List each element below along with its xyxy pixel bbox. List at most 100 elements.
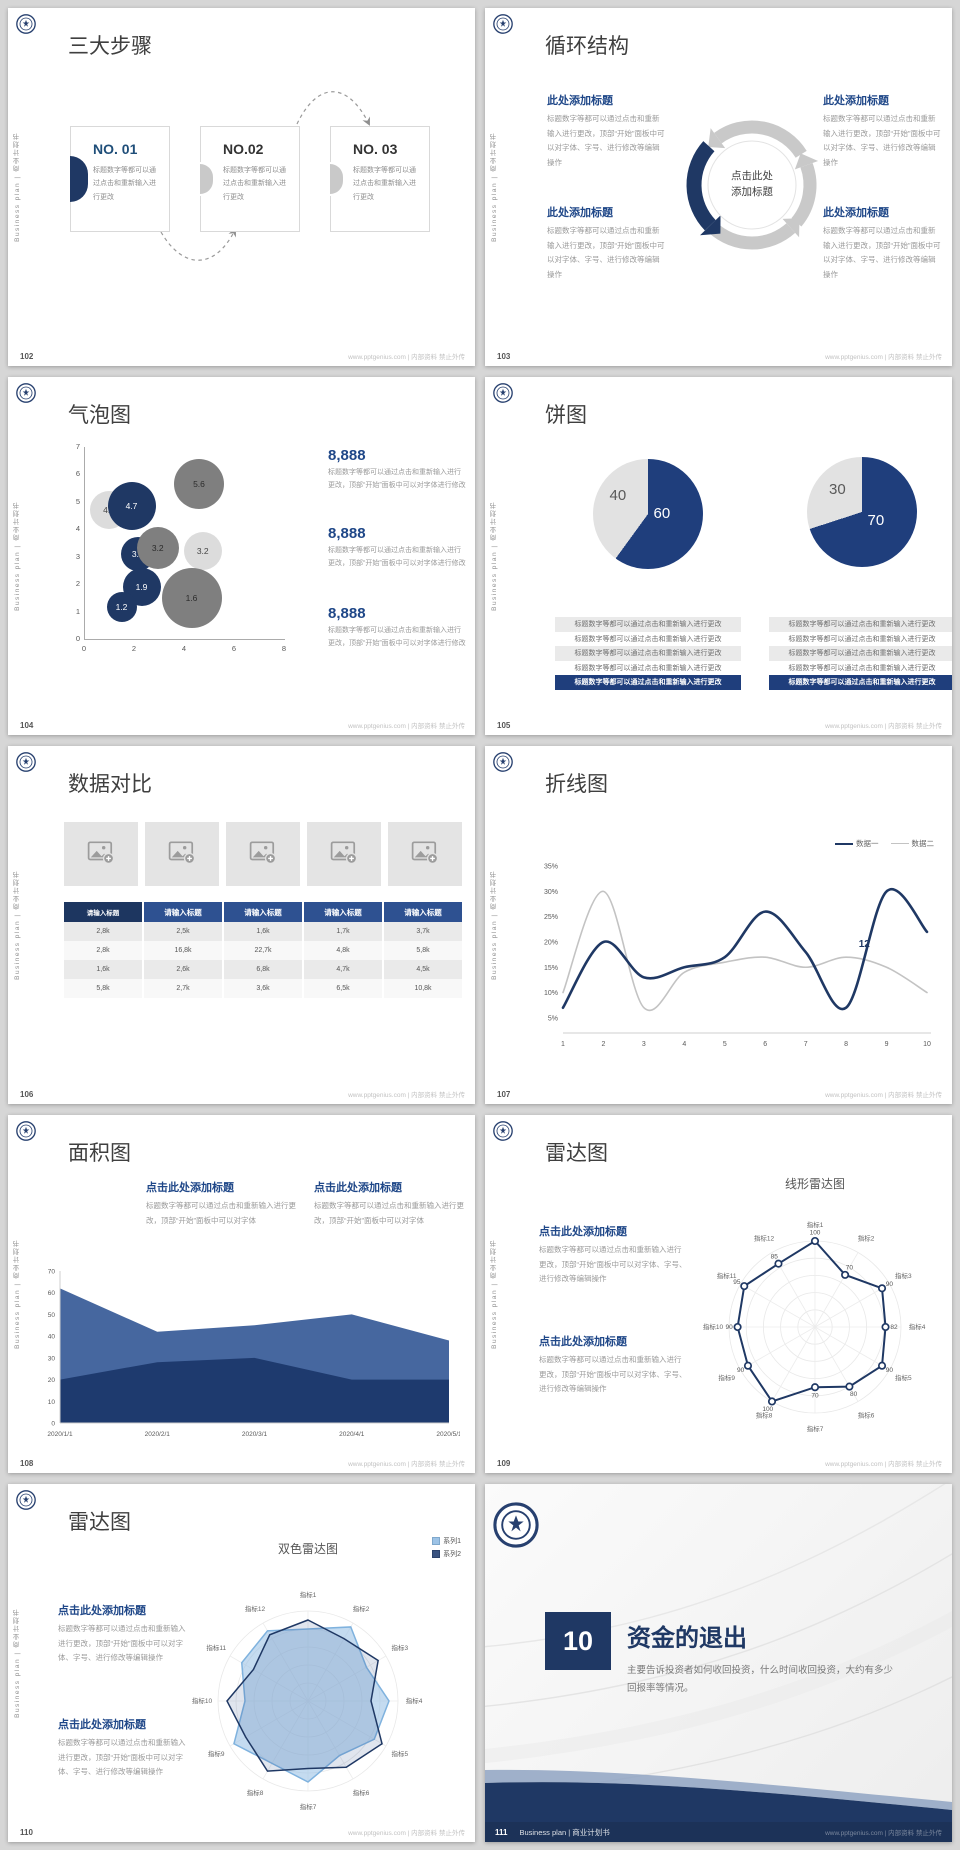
side-text: Business plan | 商业计划书 xyxy=(491,1239,498,1349)
block-body: 标题数字等都可以通过点击和重新输入进行更改，顶部“开始”面板中可以对字体、字号、… xyxy=(539,1245,687,1284)
section-body: 主要告诉投资者如何收回投资，什么时间收回投资，大约有多少回报率等情况。 xyxy=(627,1665,894,1695)
radar-marker xyxy=(881,1322,890,1332)
side-text: Business plan | 商业计划书 xyxy=(491,132,498,242)
caption-row: 标题数字等都可以通过点击和重新输入进行更改 xyxy=(769,646,952,661)
radar-group: 指标1 指标2 指标3 指标4 指标5 指标6 指标7 指标8 指标9 指标10 指标11 指标12 1… xyxy=(703,1220,926,1433)
chart-text: 指标2 xyxy=(353,1604,370,1613)
radar-series xyxy=(233,1626,390,1783)
bubble-plot-area xyxy=(84,447,285,640)
table-cell: 1,6k xyxy=(64,960,142,979)
slide-title: 循环结构 xyxy=(545,35,629,58)
image-placeholder xyxy=(388,822,462,886)
add-image-icon xyxy=(330,839,358,870)
chart-text: 10 xyxy=(48,1399,56,1406)
pie-label: 60 xyxy=(653,505,671,523)
slide-104[interactable]: Business plan | 商业计划书 气泡图 0 1 2 3 4 5 6 7 0 2 4 6 8 4… xyxy=(8,377,475,735)
chart-text: 60 xyxy=(48,1290,56,1297)
radar-marker xyxy=(845,1382,854,1391)
chart-subtitle: 线形雷达图 xyxy=(784,1177,845,1191)
page-number: 110 xyxy=(20,1827,33,1837)
chart-text: 30% xyxy=(544,889,558,896)
x-tick-label: 8 xyxy=(281,644,287,653)
radar-spoke xyxy=(771,1326,816,1402)
text-block: 此处添加标题 标题数字等都可以通过点击和重新输入进行更改，顶部“开始”面板中可以… xyxy=(823,92,941,171)
block-heading: 点击此处添加标题 xyxy=(539,1226,627,1238)
chart-text: 8 xyxy=(844,1041,848,1048)
chart-text: 指标5 xyxy=(895,1373,912,1382)
table-header-cell: 请输入标题 xyxy=(64,902,142,922)
chart-text: 100 xyxy=(810,1230,821,1237)
side-text: Business plan | 商业计划书 xyxy=(14,501,21,611)
chart-text: 1 xyxy=(561,1041,565,1048)
chart-text: 20% xyxy=(544,939,558,946)
chart-text: 40 xyxy=(48,1334,56,1341)
chart-text: 2020/3/1 xyxy=(242,1431,268,1438)
text-block: 此处添加标题 标题数字等都可以通过点击和重新输入进行更改，顶部“开始”面板中可以… xyxy=(547,204,665,283)
radar-marker xyxy=(810,1383,820,1392)
page-number: 109 xyxy=(497,1458,511,1468)
radar-spoke xyxy=(814,1326,890,1371)
legend-item: 系列1 xyxy=(432,1536,461,1546)
block-body: 标题数字等都可以通过点击和重新输入进行更改，顶部“开始”面板中可以对字体 xyxy=(314,1201,464,1225)
radar-chart-two-color: 指标1 指标2 指标3 指标4 指标5 指标6 指标7 指标8 指标9 指标10 指标11 指标12 xyxy=(192,1590,423,1811)
cycle-arrowhead xyxy=(708,128,726,149)
chart-text: 指标11 xyxy=(717,1271,737,1280)
slide-105[interactable]: Business plan | 商业计划书 饼图 60 40 70 30 标题数… xyxy=(485,377,952,735)
radar-marker xyxy=(733,1322,742,1332)
chart-text: 4 xyxy=(682,1041,686,1048)
text-block: 点击此处添加标题 标题数字等都可以通过点击和重新输入进行更改，顶部“开始”面板中… xyxy=(58,1716,190,1780)
slide-107[interactable]: Business plan | 商业计划书 折线图 数据一 数据二 5% 10% 1… xyxy=(485,746,952,1104)
text-block: 点击此处添加标题 标题数字等都可以通过点击和重新输入进行更改，顶部“开始”面板中… xyxy=(146,1179,298,1228)
table-cell: 2,8k xyxy=(64,922,142,941)
chart-text: 82 xyxy=(890,1324,898,1331)
y-tick-label: 4 xyxy=(75,524,80,534)
school-logo-icon xyxy=(493,752,513,772)
chart-text: 85 xyxy=(771,1253,779,1260)
slide-111[interactable]: 10 资金的退出 主要告诉投资者如何收回投资，什么时间收回投资，大约有多少回报率… xyxy=(485,1484,952,1842)
chart-text: 指标9 xyxy=(208,1749,225,1758)
step-body: 标题数字等都可以通过点击和重新输入进行更改 xyxy=(223,167,286,201)
slide-110[interactable]: Business plan | 商业计划书 雷达图 双色雷达图 系列1 系列2 … xyxy=(8,1484,475,1842)
text-block: 点击此处添加标题 标题数字等都可以通过点击和重新输入进行更改，顶部“开始”面板中… xyxy=(539,1333,687,1397)
caption-row: 标题数字等都可以通过点击和重新输入进行更改 xyxy=(574,664,722,672)
chart-text: 2020/4/1 xyxy=(339,1431,365,1438)
bubble: 4.7 xyxy=(107,481,156,530)
chart-text: 2020/1/1 xyxy=(47,1431,73,1438)
chart-text: 指标3 xyxy=(895,1271,912,1280)
section-number: 10 xyxy=(545,1612,611,1670)
block-body: 标题数字等都可以通过点击和重新输入进行更改，顶部“开始”面板中可以对字体、字号、… xyxy=(823,226,941,279)
footer-site: www.pptgenius.com | 内部资料 禁止外传 xyxy=(348,1830,465,1837)
x-tick-label: 6 xyxy=(231,644,237,653)
cycle-arrowhead xyxy=(700,215,721,236)
step-card-3: NO. 03 标题数字等都可以通过点击和重新输入进行更改 xyxy=(330,126,430,232)
slide-title: 雷达图 xyxy=(68,1511,131,1534)
slide-108[interactable]: Business plan | 商业计划书 面积图 点击此处添加标题 标题数字等… xyxy=(8,1115,475,1473)
table-cell: 1,7k xyxy=(304,922,382,941)
chart-text: 指标6 xyxy=(353,1788,370,1797)
chart-text: 10 xyxy=(923,1041,931,1048)
chart-text: 指标1 xyxy=(807,1220,824,1229)
chart-text: 指标3 xyxy=(391,1643,408,1652)
chart-text: 指标4 xyxy=(909,1322,926,1331)
block-heading: 点击此处添加标题 xyxy=(539,1336,627,1348)
chart-text: 100 xyxy=(762,1406,773,1413)
slide-102[interactable]: Business plan | 商业计划书 三大步骤 NO. 01 标题数字等都… xyxy=(8,8,475,366)
y-tick-label: 3 xyxy=(75,551,80,561)
slide-106[interactable]: Business plan | 商业计划书 数据对比 请输入标题 请输入标题 请输入… xyxy=(8,746,475,1104)
x-tick-label: 2 xyxy=(131,644,137,653)
step-number: NO. 03 xyxy=(353,141,398,157)
radar-spoke xyxy=(740,1283,816,1328)
caption-row: 标题数字等都可以通过点击和重新输入进行更改 xyxy=(788,635,936,643)
chart-text: 80 xyxy=(850,1391,858,1398)
cycle-center-label: 点击此处 添加标题 xyxy=(702,169,802,201)
footer-site: www.pptgenius.com | 内部资料 禁止外传 xyxy=(825,723,942,730)
table-header-cell: 请输入标题 xyxy=(304,902,382,922)
school-logo-icon xyxy=(16,1121,36,1141)
chart-text: 指标12 xyxy=(245,1604,266,1613)
slide-103[interactable]: Business plan | 商业计划书 循环结构 此处添加标题 标题数字等都… xyxy=(485,8,952,366)
side-text: Business plan | 商业计划书 xyxy=(14,132,21,242)
chart-text: 70 xyxy=(48,1269,56,1276)
footer-site: www.pptgenius.com | 内部资料 禁止外传 xyxy=(348,1461,465,1468)
slide-109[interactable]: Business plan | 商业计划书 雷达图 线形雷达图 点击此处添加标题… xyxy=(485,1115,952,1473)
